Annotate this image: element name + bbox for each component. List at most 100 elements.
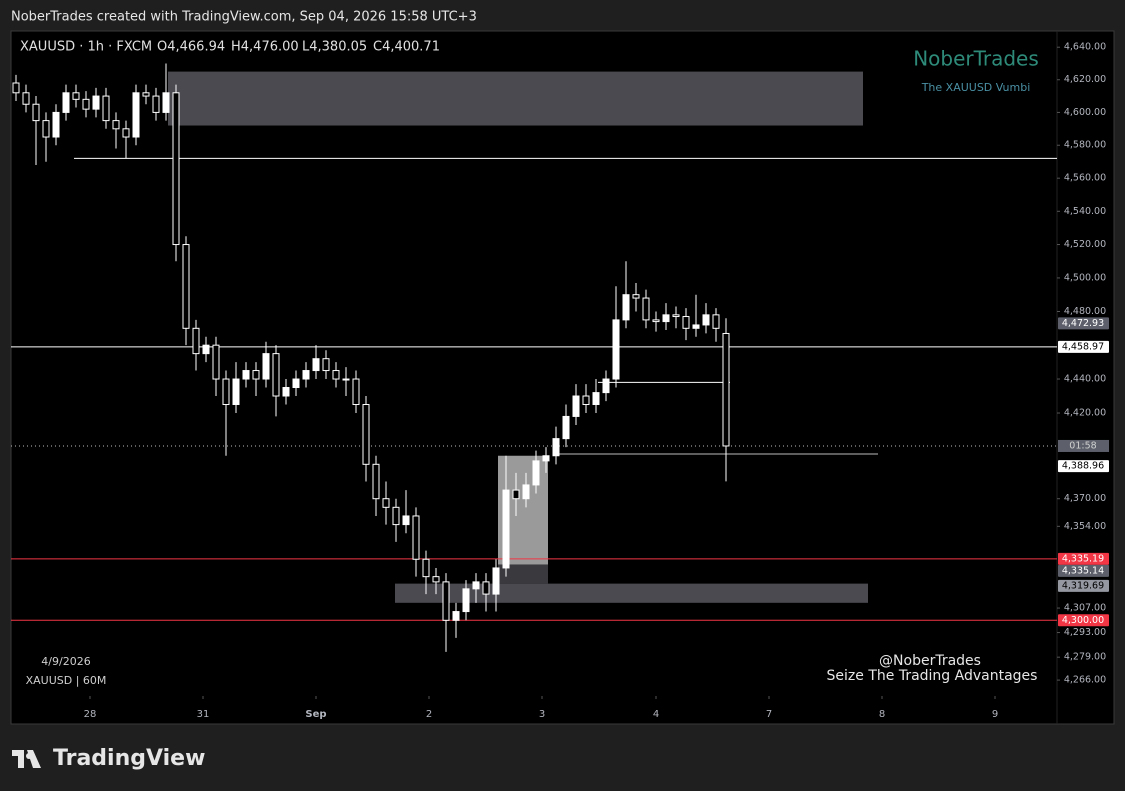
y-tick-label: 4,279.00 [1064, 652, 1106, 663]
candle-body [172, 92, 180, 246]
candle-body [622, 294, 630, 321]
candle-body [462, 588, 470, 613]
candle-body [642, 297, 650, 321]
candle-body [82, 98, 90, 110]
candle-body [32, 103, 40, 122]
candle-body [552, 438, 560, 457]
candle-body [672, 314, 680, 318]
y-tick-label: 4,266.00 [1064, 675, 1106, 686]
price-label-box [1058, 579, 1109, 592]
price-label: 4,335.14 [1062, 565, 1104, 576]
candle-body [432, 576, 440, 583]
candle-body [362, 404, 370, 465]
x-tick-label: 8 [879, 709, 885, 720]
price-label-box [1058, 564, 1109, 577]
candle-body [392, 506, 400, 526]
candle-body [662, 314, 670, 323]
y-tick-label: 4,620.00 [1064, 74, 1106, 85]
candle-body [412, 515, 420, 560]
price-label: 4,300.00 [1062, 615, 1104, 626]
y-tick-label: 4,420.00 [1064, 408, 1106, 419]
candle-body [382, 498, 390, 508]
brand: TradingView [53, 746, 205, 771]
price-label-box [1058, 340, 1109, 353]
annotation-handle: @NoberTrades [879, 653, 981, 669]
candle-body [102, 95, 110, 122]
candle-body [702, 314, 710, 326]
candle-body [52, 111, 60, 138]
candle-body [322, 358, 330, 372]
ohlc-high: H4,476.00 [231, 40, 299, 55]
symbol-title: XAUUSD · 1h · FXCM [20, 40, 152, 55]
y-tick-label: 4,354.00 [1064, 521, 1106, 532]
price-label: 4,388.96 [1062, 461, 1104, 472]
candle-body [222, 378, 230, 406]
candle-body [592, 392, 600, 406]
candle-body [482, 581, 490, 595]
y-tick-label: 4,560.00 [1064, 173, 1106, 184]
candle-body [472, 581, 480, 590]
candle-body [162, 92, 170, 113]
y-tick-label: 4,640.00 [1064, 42, 1106, 53]
candle-body [492, 567, 500, 595]
candle-body [632, 294, 640, 299]
candle-body [512, 489, 520, 500]
candle-body [612, 319, 620, 380]
candle-body [722, 332, 730, 447]
x-tick-label: Sep [305, 709, 326, 720]
candle-body [502, 489, 510, 569]
x-tick-label: 2 [426, 709, 432, 720]
candle-body [562, 415, 570, 440]
zone [395, 583, 868, 603]
candle-body [342, 378, 350, 381]
candle-body [252, 370, 260, 380]
price-label-box [1058, 614, 1109, 627]
candle-body [442, 581, 450, 621]
candle-body [542, 455, 550, 462]
x-tick-label: 7 [766, 709, 772, 720]
candle-body [332, 370, 340, 380]
y-tick-label: 4,440.00 [1064, 374, 1106, 385]
y-tick-label: 4,600.00 [1064, 107, 1106, 118]
zone [168, 71, 863, 126]
candle-body [372, 463, 380, 500]
candle-body [72, 92, 80, 100]
y-tick-label: 4,370.00 [1064, 493, 1106, 504]
price-label: 4,472.93 [1062, 318, 1104, 329]
candle-body [682, 316, 690, 329]
tradingview-logo: TradingView [12, 746, 205, 771]
price-label-box [1058, 460, 1109, 473]
candle-body [272, 353, 280, 397]
price-label: 4,319.69 [1062, 580, 1104, 591]
candle-body [312, 358, 320, 372]
candle-body [522, 484, 530, 500]
ohlc-close: C4,400.71 [373, 40, 440, 55]
candle-body [62, 92, 70, 113]
candle-body [302, 370, 310, 380]
y-tick-label: 4,293.00 [1064, 627, 1106, 638]
y-tick-label: 4,500.00 [1064, 272, 1106, 283]
watermark-subtitle: The XAUUSD Vumbi [921, 81, 1031, 94]
watermark-title: NoberTrades [913, 47, 1039, 71]
y-tick-label: 4,480.00 [1064, 306, 1106, 317]
candle-body [12, 82, 20, 94]
candle-body [92, 95, 100, 110]
price-label: 4,335.19 [1062, 553, 1104, 564]
candle-body [132, 92, 140, 138]
candle-body [532, 460, 540, 486]
candle-body [202, 344, 210, 355]
zone [498, 564, 548, 584]
candle-body [582, 395, 590, 406]
candle-body [262, 353, 270, 380]
annotation-symbol: XAUUSD | 60M [26, 674, 107, 687]
price-label-box [1058, 552, 1109, 565]
candle-body [452, 611, 460, 621]
candle-body [422, 558, 430, 578]
annotation-date: 4/9/2026 [41, 655, 90, 668]
x-tick-label: 28 [84, 709, 97, 720]
chart-frame [10, 30, 1115, 725]
countdown: 01:58 [1069, 440, 1096, 451]
candle-body [692, 324, 700, 329]
